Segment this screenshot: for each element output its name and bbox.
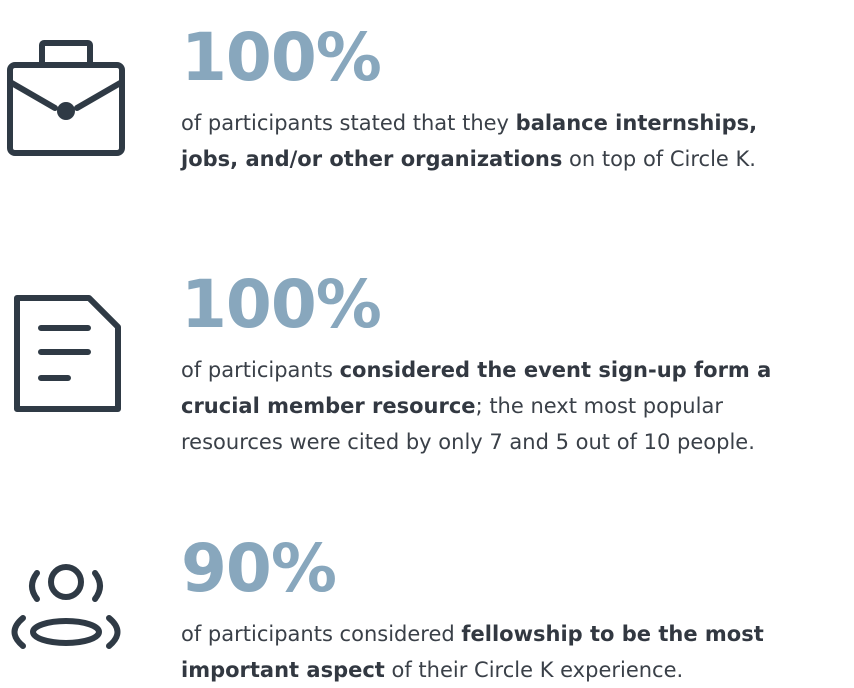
stat-description: of participants considered fellowship to… — [181, 622, 764, 682]
document-icon — [11, 294, 123, 416]
stat-percent: 90% — [181, 530, 337, 607]
people-group-icon — [4, 560, 128, 652]
stat-description: of participants considered the event sig… — [181, 358, 772, 454]
stat-percent: 100% — [181, 19, 382, 96]
stat-percent: 100% — [181, 266, 382, 343]
stat-description: of participants stated that they balance… — [181, 111, 758, 171]
briefcase-icon — [7, 38, 125, 156]
